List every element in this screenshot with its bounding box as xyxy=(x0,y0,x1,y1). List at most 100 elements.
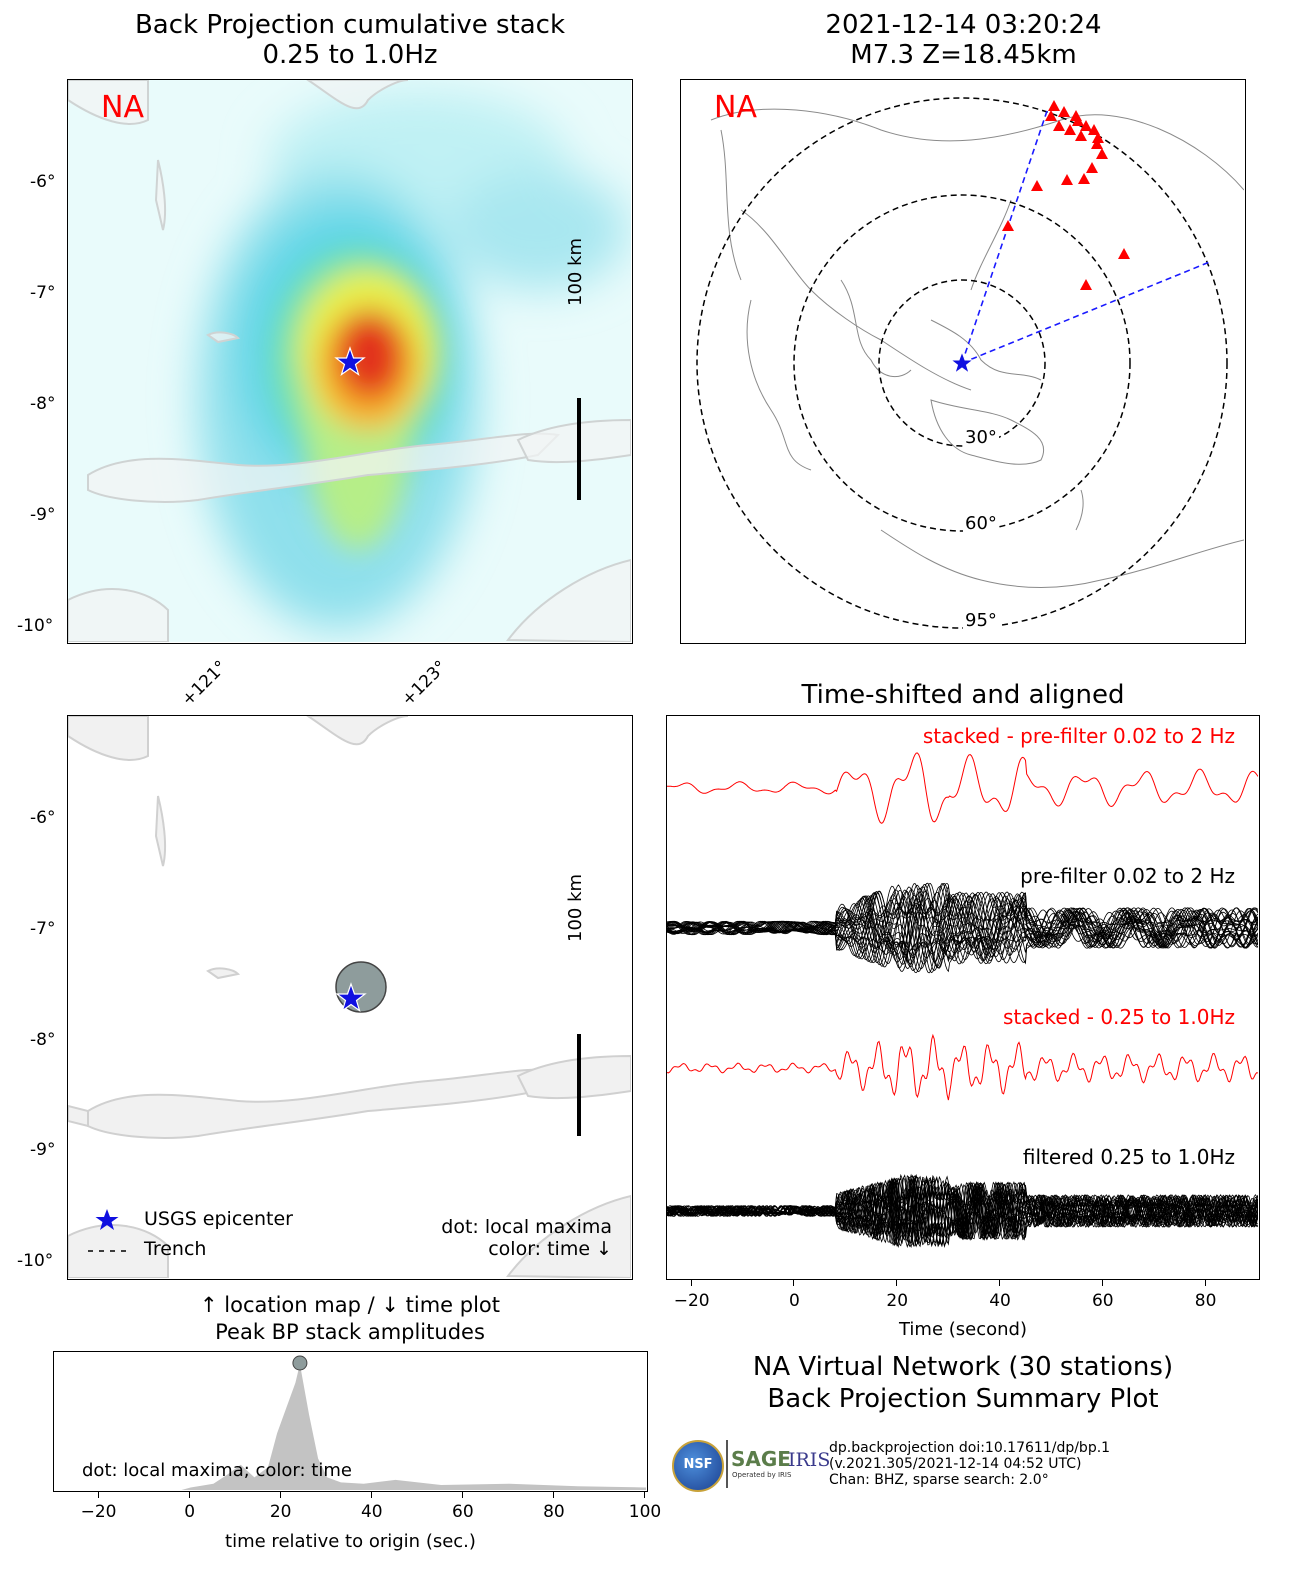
ring-label-60: 60° xyxy=(963,513,999,534)
bp-lat-tick: -9° xyxy=(30,505,56,525)
bp-heatmap-svg xyxy=(68,80,632,643)
loc-lat-tick: -9° xyxy=(30,1140,56,1160)
waveform-x-tick-label: 20 xyxy=(886,1291,909,1311)
credits: dp.backprojection doi:10.17611/dp/bp.1 (… xyxy=(829,1440,1110,1488)
legend-epicenter-label: USGS epicenter xyxy=(144,1208,293,1230)
bp-lat-tick: -6° xyxy=(30,172,56,192)
waveforms-svg xyxy=(667,752,1259,1249)
amplitude-x-tick-label: 40 xyxy=(360,1502,383,1522)
bp-map-title-line2: 0.25 to 1.0Hz xyxy=(262,40,438,70)
summary-title: NA Virtual Network (30 stations) Back Pr… xyxy=(666,1351,1260,1415)
event-magnitude-depth: M7.3 Z=18.45km xyxy=(850,40,1077,70)
amplitude-inner-label: dot: local maxima; color: time xyxy=(82,1460,352,1481)
label-filtered: filtered 0.25 to 1.0Hz xyxy=(1022,1145,1235,1169)
waveform-trace xyxy=(667,883,1258,959)
amplitude-x-tick-mark xyxy=(552,1492,554,1498)
location-note: dot: local maxima color: time ↓ xyxy=(441,1216,612,1260)
waveform-x-tick-mark xyxy=(1101,1280,1103,1286)
bp-lat-tick: -7° xyxy=(30,283,56,303)
station-map-svg xyxy=(696,97,1245,629)
location-map-panel[interactable]: 100 km USGS epicenter Trench dot: local … xyxy=(67,715,633,1280)
bp-map-title: Back Projection cumulative stack 0.25 to… xyxy=(68,10,632,70)
loc-lat-tick: -6° xyxy=(30,808,56,828)
amplitude-x-tick-mark xyxy=(370,1492,372,1498)
nsf-logo-text: NSF xyxy=(683,1457,713,1472)
amplitude-x-tick-label: 60 xyxy=(452,1502,474,1522)
bp-lat-tick: -10° xyxy=(17,616,54,636)
bp-lat-tick: -8° xyxy=(30,394,56,414)
waveforms-panel[interactable]: stacked - pre-filter 0.02 to 2 Hz pre-fi… xyxy=(666,715,1260,1280)
waveform-trace xyxy=(667,1175,1259,1246)
local-maximum-dot xyxy=(335,961,387,1013)
nsf-logo: NSF xyxy=(672,1440,724,1492)
bp-network-tag: NA xyxy=(101,90,144,125)
bp-heatmap-panel[interactable]: NA 100 km xyxy=(67,79,633,644)
station-map-title: 2021-12-14 03:20:24 M7.3 Z=18.45km xyxy=(681,10,1246,70)
station-markers xyxy=(1002,100,1130,290)
waveform-trace xyxy=(667,1180,1259,1246)
waveform-trace xyxy=(667,1180,1259,1246)
location-caption: ↑ location map / ↓ time plot Peak BP sta… xyxy=(68,1292,632,1346)
waveform-trace xyxy=(667,1182,1259,1249)
waveform-trace xyxy=(667,1176,1259,1246)
waveform-trace xyxy=(667,1178,1259,1245)
waveform-trace xyxy=(667,887,1259,965)
bp-scale-label: 100 km xyxy=(565,237,586,306)
amplitude-x-tick-label: 20 xyxy=(269,1502,292,1522)
amplitude-x-tick-mark xyxy=(461,1492,463,1498)
label-stacked-filtered: stacked - 0.25 to 1.0Hz xyxy=(1003,1005,1235,1029)
amplitude-x-tick-label: 80 xyxy=(543,1502,565,1522)
bp-map-title-line1: Back Projection cumulative stack xyxy=(134,10,566,40)
legend-star-icon xyxy=(95,1209,119,1230)
loc-lat-tick: -8° xyxy=(30,1030,56,1050)
bp-lon-tick: +123° xyxy=(397,656,452,710)
waveform-x-tick-label: −20 xyxy=(673,1291,710,1311)
waveform-x-tick-mark xyxy=(1204,1280,1206,1286)
waveform-trace xyxy=(667,886,1259,972)
sage-logo: SAGE xyxy=(731,1447,791,1471)
waveform-trace xyxy=(667,891,1259,968)
location-caption-line1: ↑ location map / ↓ time plot xyxy=(200,1293,500,1317)
amplitude-x-tick-label: 100 xyxy=(628,1502,662,1522)
amplitude-svg xyxy=(181,1355,646,1490)
event-datetime: 2021-12-14 03:20:24 xyxy=(825,10,1102,40)
location-scale-label: 100 km xyxy=(565,873,586,942)
station-network-tag: NA xyxy=(714,90,757,125)
summary-line1: NA Virtual Network (30 stations) xyxy=(752,1352,1174,1382)
iris-logo: IRIS xyxy=(788,1449,831,1471)
amplitude-panel[interactable]: dot: local maxima; color: time xyxy=(53,1351,648,1492)
waveforms-title: Time-shifted and aligned xyxy=(801,680,1125,710)
loc-lat-tick: -7° xyxy=(30,919,56,939)
amplitude-x-tick-mark xyxy=(644,1492,645,1498)
location-note-line2: color: time ↓ xyxy=(488,1238,612,1260)
amplitude-x-tick-mark xyxy=(188,1492,190,1498)
loc-lat-tick: -10° xyxy=(17,1251,54,1271)
amplitude-x-tick-mark xyxy=(97,1492,99,1498)
label-stacked-prefilter: stacked - pre-filter 0.02 to 2 Hz xyxy=(922,724,1235,748)
waveform-trace xyxy=(667,884,1259,964)
bp-lon-tick: +121° xyxy=(177,656,232,710)
label-prefilter: pre-filter 0.02 to 2 Hz xyxy=(1020,864,1235,888)
amplitude-area xyxy=(181,1364,646,1490)
amplitude-x-tick-mark xyxy=(279,1492,281,1498)
epicenter-star-icon xyxy=(335,982,367,1012)
location-note-line1: dot: local maxima xyxy=(441,1216,612,1238)
epicenter-star-icon xyxy=(949,350,975,375)
ring-label-95: 95° xyxy=(963,610,999,631)
waveform-trace xyxy=(667,890,1259,964)
waveform-x-tick-label: 0 xyxy=(789,1291,800,1311)
waveform-trace xyxy=(667,752,1259,824)
epicenter-star-icon xyxy=(334,346,366,376)
waveform-x-tick-label: 40 xyxy=(989,1291,1011,1311)
location-map-svg xyxy=(68,716,632,1279)
credit-channel: Chan: BHZ, sparse search: 2.0° xyxy=(829,1472,1049,1488)
waveform-x-tick-mark xyxy=(999,1280,1001,1286)
amplitude-maximum-dot xyxy=(292,1355,308,1371)
waveform-x-tick-mark xyxy=(793,1280,795,1286)
summary-line2: Back Projection Summary Plot xyxy=(767,1384,1159,1414)
logo-divider xyxy=(726,1440,728,1488)
credit-doi: dp.backprojection doi:10.17611/dp/bp.1 xyxy=(829,1440,1111,1456)
credit-version: (v.2021.305/2021-12-14 04:52 UTC) xyxy=(829,1456,1082,1472)
waveform-trace xyxy=(667,886,1259,964)
station-map-panel[interactable]: NA 30° 60° 95° xyxy=(680,79,1246,644)
